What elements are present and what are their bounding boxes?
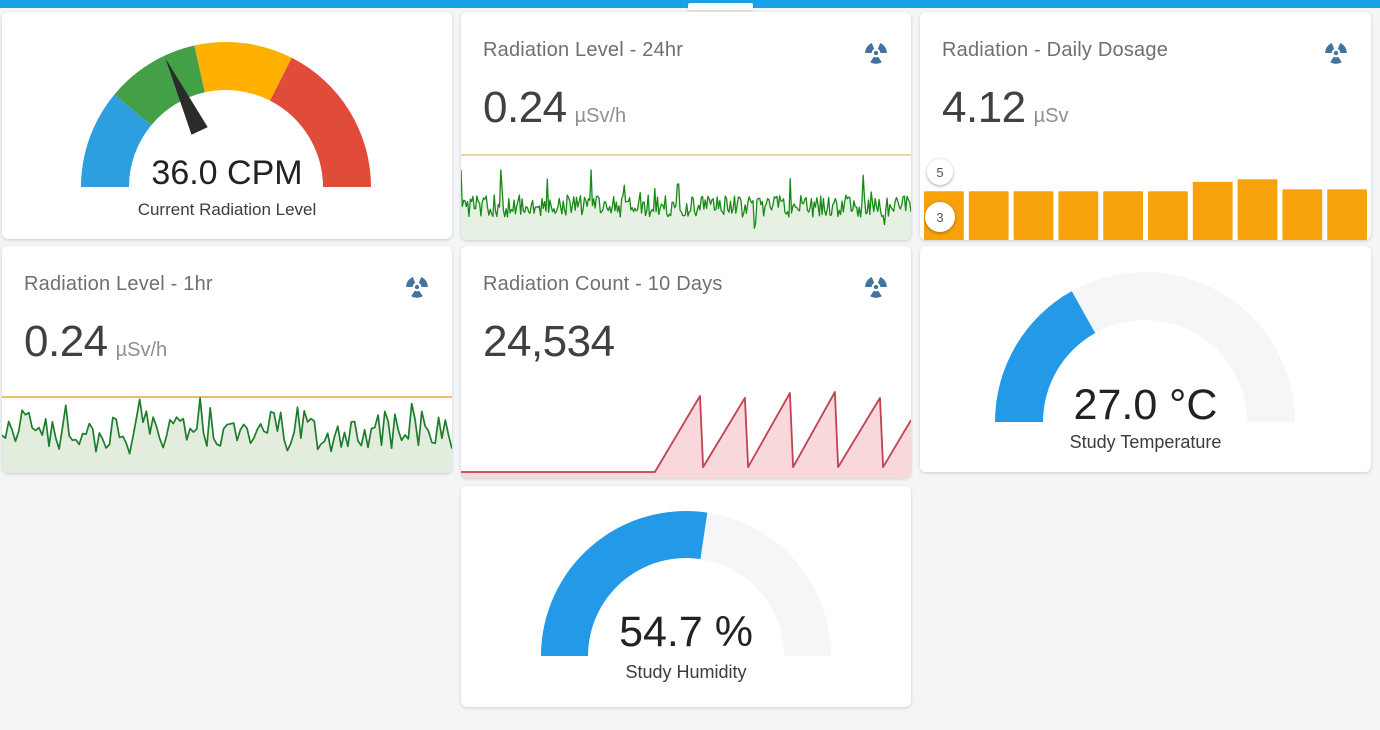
history-line-chart[interactable]	[2, 375, 452, 473]
card-study-humidity[interactable]: 54.7 % Study Humidity	[461, 486, 911, 707]
sensor-value: 0.24	[483, 83, 567, 132]
gauge-value: 36.0 CPM	[151, 154, 303, 192]
card-title: Radiation Level - 24hr	[483, 39, 684, 61]
gauge-value: 54.7 %	[619, 608, 753, 656]
card-header: Radiation - Daily Dosage	[920, 12, 1371, 66]
radioactive-icon	[863, 274, 889, 300]
gauge-label: Study Temperature	[1069, 432, 1222, 452]
card-radiation-24hr[interactable]: Radiation Level - 24hr 0.24 µSv/h	[461, 12, 911, 240]
card-header: Radiation Count - 10 Days	[461, 246, 911, 300]
card-study-temperature[interactable]: 27.0 °C Study Temperature	[920, 246, 1371, 472]
card-current-radiation-gauge[interactable]: 36.0 CPM Current Radiation Level	[2, 12, 452, 239]
sensor-value-row: 4.12 µSv	[942, 84, 1069, 132]
active-tab-indicator[interactable]	[688, 3, 753, 10]
gauge-value: 27.0 °C	[1073, 381, 1218, 429]
sensor-value-row: 0.24 µSv/h	[483, 84, 626, 132]
gauge-label: Study Humidity	[625, 662, 747, 682]
history-line-chart[interactable]	[461, 142, 911, 240]
sensor-unit: µSv/h	[574, 105, 627, 127]
radioactive-icon	[1323, 40, 1349, 66]
card-title: Radiation Level - 1hr	[24, 273, 213, 295]
radiation-gauge-chart	[81, 42, 371, 187]
temperature-gauge-chart	[995, 272, 1295, 422]
sensor-value-row: 0.24 µSv/h	[24, 318, 167, 366]
sensor-value-row: 24,534	[483, 318, 615, 366]
daily-dosage-bar-chart[interactable]	[920, 120, 1371, 240]
card-title: Radiation - Daily Dosage	[942, 39, 1169, 61]
count-sawtooth-chart[interactable]	[461, 246, 911, 478]
card-radiation-1hr[interactable]: Radiation Level - 1hr 0.24 µSv/h	[2, 246, 452, 473]
card-count-10days[interactable]: Radiation Count - 10 Days 24,534	[461, 246, 911, 478]
card-title: Radiation Count - 10 Days	[483, 273, 723, 295]
humidity-gauge-chart	[541, 511, 831, 656]
gauge-label: Current Radiation Level	[137, 200, 317, 219]
axis-min-badge: 3	[925, 202, 955, 232]
sensor-value: 0.24	[24, 317, 108, 366]
sensor-unit: µSv	[1033, 105, 1069, 127]
radioactive-icon	[863, 40, 889, 66]
sensor-value: 4.12	[942, 83, 1026, 132]
top-tab-bar	[0, 0, 1380, 10]
sensor-value: 24,534	[483, 317, 615, 366]
card-header: Radiation Level - 24hr	[461, 12, 911, 66]
card-daily-dosage[interactable]: Radiation - Daily Dosage 4.12 µSv 5 3	[920, 12, 1371, 240]
card-header: Radiation Level - 1hr	[2, 246, 452, 300]
sensor-unit: µSv/h	[115, 339, 168, 361]
radioactive-icon	[404, 274, 430, 300]
axis-max-badge: 5	[927, 159, 953, 185]
